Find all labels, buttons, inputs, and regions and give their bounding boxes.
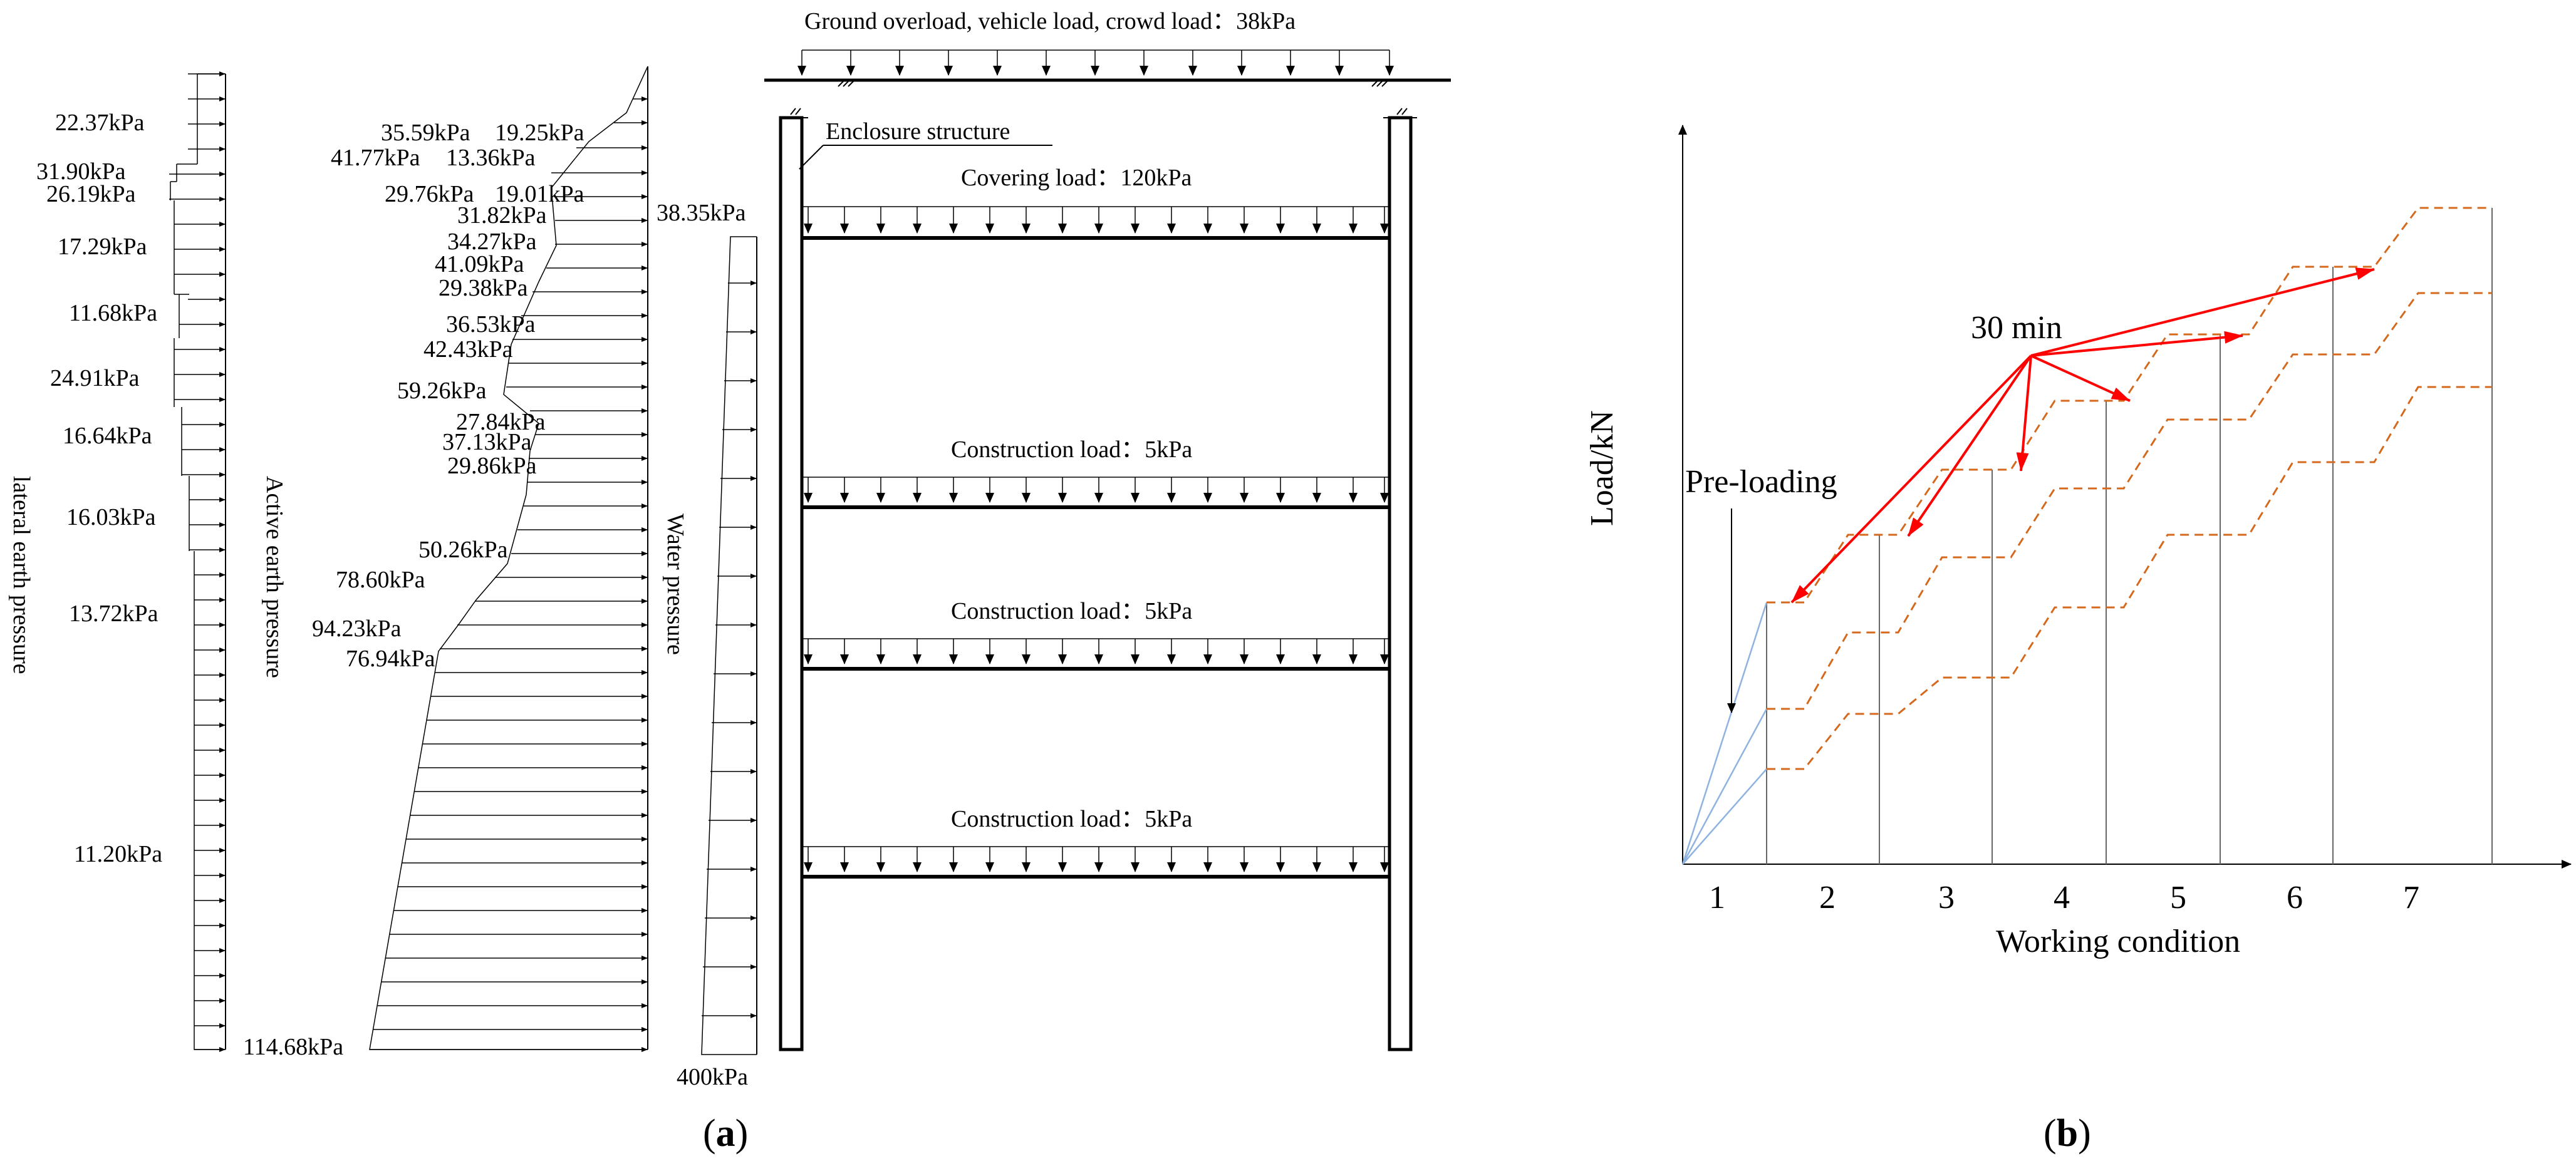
preload-lines	[1681, 602, 1768, 865]
x-tick-label: 4	[2054, 880, 2070, 916]
x-axis-label: Working condition	[1996, 924, 2240, 959]
active-value-label: 114.68kPa	[243, 1034, 343, 1060]
covering-load-arrows	[802, 206, 1389, 234]
lateral-value-label: 17.29kPa	[58, 234, 147, 260]
water-arrows	[702, 281, 757, 1018]
x-tick-label: 6	[2287, 880, 2303, 916]
active-value-label: 76.94kPa	[346, 646, 435, 672]
active-value-label: 34.27kPa	[447, 229, 537, 255]
lateral-value-label: 31.90kPa	[36, 158, 126, 185]
lateral-value-label: 24.91kPa	[50, 365, 140, 391]
active-value-label: 78.60kPa	[336, 567, 425, 593]
panel-b-caption: (b)	[2044, 1112, 2091, 1155]
lateral-value-label: 13.72kPa	[69, 601, 158, 627]
construction-load-arrows-1	[802, 477, 1389, 503]
x-tick-labels: 1 2 3 4 5 6 7	[1709, 880, 2419, 916]
svg-text:(a): (a)	[703, 1112, 748, 1155]
active-value-label: 36.53kPa	[446, 311, 536, 338]
svg-text:(b): (b)	[2044, 1112, 2091, 1155]
lateral-value-label: 22.37kPa	[55, 110, 145, 136]
lateral-value-labels: 22.37kPa 31.90kPa 26.19kPa 17.29kPa 11.6…	[8, 110, 162, 867]
active-arrows	[370, 96, 648, 1052]
lateral-value-label: 11.68kPa	[69, 300, 157, 326]
annotation-preload-label: Pre-loading	[1685, 464, 1837, 500]
active-value-label: 37.13kPa	[442, 429, 532, 455]
active-value-label: 35.59kPa	[381, 120, 470, 146]
active-value-label: 19.25kPa	[495, 120, 584, 146]
active-value-label: 29.86kPa	[447, 453, 537, 479]
lateral-value-label: 26.19kPa	[46, 181, 136, 207]
active-value-label: 31.82kPa	[457, 202, 547, 229]
active-value-label: 50.26kPa	[418, 537, 508, 563]
lateral-earth-pressure-title: lateral earth pressure	[8, 476, 34, 674]
enclosure-structure	[764, 78, 1451, 1051]
x-tick-label: 1	[1709, 880, 1725, 916]
active-value-label: 59.26kPa	[397, 378, 487, 404]
panel-a-letter: a	[716, 1112, 735, 1155]
active-value-labels: 35.59kPa 19.25kPa 41.77kPa 13.36kPa 29.7…	[243, 120, 584, 1060]
construction-load-label-1: Construction load：5kPa	[951, 436, 1192, 463]
active-value-label: 41.09kPa	[435, 251, 524, 277]
y-axis-label: Load/kN	[1584, 410, 1620, 526]
active-value-label: 29.38kPa	[439, 275, 528, 301]
active-value-label: 19.01kPa	[495, 181, 584, 207]
staircase-curve-3	[1767, 386, 2492, 770]
lateral-value-label: 16.03kPa	[66, 504, 156, 530]
active-value-label: 42.43kPa	[423, 336, 513, 363]
panel-b-letter: b	[2057, 1112, 2078, 1155]
active-value-label: 27.84kPa	[456, 409, 546, 435]
active-value-label: 41.77kPa	[331, 145, 420, 171]
lateral-value-label: 16.64kPa	[63, 423, 152, 449]
x-tick-label: 5	[2170, 880, 2186, 916]
time-annotation-arrows	[1790, 267, 2375, 604]
staircase-curves	[1767, 207, 2492, 770]
x-tick-label: 3	[1938, 880, 1955, 916]
ground-overload-arrows	[797, 49, 1394, 76]
construction-load-arrows-3	[802, 846, 1389, 872]
water-pressure-bottom-value: 400kPa	[677, 1064, 748, 1090]
staircase-curve-1	[1767, 207, 2492, 604]
staircase-curve-2	[1767, 292, 2492, 710]
water-pressure-top-value: 38.35kPa	[657, 200, 746, 226]
lateral-arrows	[169, 71, 226, 1052]
x-tick-label: 2	[1819, 880, 1836, 916]
construction-load-label-3: Construction load：5kPa	[951, 806, 1192, 832]
construction-load-label-2: Construction load：5kPa	[951, 598, 1192, 624]
active-value-label: 94.23kPa	[312, 616, 402, 642]
water-pressure-diagram	[701, 236, 757, 1055]
lateral-value-label: 11.20kPa	[74, 841, 162, 867]
active-earth-pressure-diagram	[369, 66, 648, 1052]
panel-b-axes	[1678, 125, 2572, 869]
covering-load-label: Covering load：120kPa	[961, 165, 1192, 191]
panel-a-caption: (a)	[703, 1112, 748, 1155]
active-value-label: 29.76kPa	[385, 181, 474, 207]
active-earth-pressure-title: Active earth pressure	[261, 476, 288, 678]
ground-overload-label: Ground overload, vehicle load, crowd loa…	[804, 8, 1296, 34]
panel-a: 22.37kPa 31.90kPa 26.19kPa 17.29kPa 11.6…	[8, 8, 1451, 1155]
construction-load-arrows-2	[802, 638, 1389, 664]
active-value-label: 13.36kPa	[446, 145, 536, 171]
lateral-earth-pressure-diagram	[169, 71, 226, 1052]
water-pressure-title: Water pressure	[662, 513, 688, 655]
panel-b: 30 min Pre-loading Load/kN Working condi…	[1584, 125, 2572, 1155]
annotation-time-label: 30 min	[1971, 310, 2062, 346]
x-tick-label: 7	[2403, 880, 2419, 916]
enclosure-structure-label: Enclosure structure	[826, 118, 1010, 145]
condition-dividers	[1766, 208, 2493, 864]
